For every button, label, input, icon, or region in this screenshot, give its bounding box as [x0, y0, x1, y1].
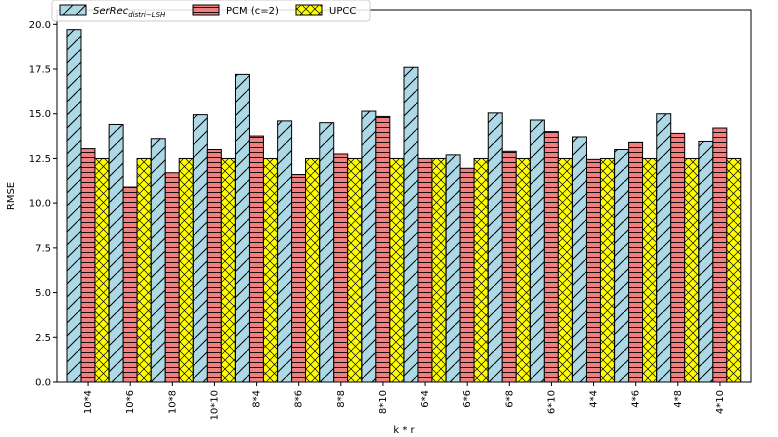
bar-s2-c2: [178, 157, 194, 383]
bar-s2-c8: [431, 157, 447, 383]
y-tick-label: 20.0: [29, 20, 51, 31]
x-tick-label: 6*10: [546, 390, 557, 414]
x-tick-label: 6*6: [462, 390, 473, 408]
bar-s0-c3: [192, 114, 208, 383]
x-tick-label: 8*6: [294, 390, 305, 408]
bar-s0-c9: [445, 154, 461, 383]
y-axis-label: RMSE: [6, 182, 17, 210]
legend-entry: PCM (c=2): [192, 4, 279, 17]
bar-s0-c4: [235, 73, 250, 383]
y-tick-label: 17.5: [29, 65, 51, 76]
x-tick-label: 4*10: [715, 390, 726, 414]
x-tick-label: 8*4: [252, 390, 263, 408]
bar-s2-c7: [389, 157, 405, 383]
bar-s2-c11: [557, 157, 573, 383]
bar-s1-c13: [628, 141, 644, 383]
bar-s1-c11: [543, 131, 559, 383]
plot-frame: [56, 9, 752, 383]
bar-s0-c0: [66, 29, 82, 383]
x-tick-label: 4*4: [589, 390, 600, 408]
legend-entry: UPCC: [295, 4, 356, 17]
bar-s0-c1: [108, 123, 124, 383]
bar-s1-c1: [122, 186, 138, 383]
x-tick-label: 10*10: [209, 390, 220, 420]
bar-s1-c7: [375, 115, 391, 383]
bar-s1-c4: [248, 135, 264, 383]
bar-s1-c6: [333, 153, 349, 383]
bar-s1-c3: [206, 149, 222, 383]
x-tick-label: 4*6: [631, 390, 642, 408]
bar-s2-c15: [726, 157, 742, 383]
bar-s1-c0: [80, 148, 96, 383]
bar-s2-c4: [262, 157, 278, 383]
bar-s2-c1: [136, 157, 152, 383]
bars-group: [66, 29, 742, 383]
x-axis: 10*4 10*6 10*8 10*10 8*4 8*6 8*8 8*10 6*4 6*6 6*8 6…: [83, 382, 726, 420]
bar-s2-c3: [220, 157, 236, 383]
bar-s0-c12: [572, 136, 587, 383]
bar-s2-c6: [347, 157, 363, 383]
y-tick-label: 15.0: [29, 109, 51, 120]
bar-s1-c8: [417, 157, 433, 383]
bar-s1-c2: [164, 172, 180, 383]
bar-s0-c11: [529, 119, 545, 383]
bar-s2-c10: [515, 157, 531, 383]
bar-s0-c2: [150, 138, 166, 383]
bar-s0-c6: [319, 122, 335, 383]
legend-entry: SerRecdistri−LSH: [59, 4, 166, 19]
bar-s0-c14: [656, 113, 672, 383]
bar-s1-c14: [670, 132, 686, 383]
y-tick-label: 2.5: [35, 333, 51, 344]
y-tick-label: 10.0: [29, 199, 51, 210]
bar-s0-c7: [361, 110, 377, 383]
x-tick-label: 6*8: [504, 390, 515, 408]
bar-s1-c15: [712, 127, 728, 383]
bar-s1-c5: [291, 174, 307, 383]
bar-s2-c5: [305, 157, 321, 383]
x-axis-label: k * r: [393, 425, 415, 436]
y-tick-label: 7.5: [35, 243, 51, 254]
y-tick-label: 0.0: [35, 378, 51, 389]
bar-s0-c15: [698, 140, 714, 383]
x-tick-label: 4*8: [673, 390, 684, 408]
legend-label: UPCC: [329, 6, 356, 17]
bar-s2-c14: [684, 157, 700, 383]
x-tick-label: 8*8: [336, 390, 347, 408]
bar-s2-c12: [599, 157, 615, 383]
bar-s1-c12: [585, 158, 601, 383]
bar-s2-c0: [94, 157, 110, 383]
bar-s2-c9: [473, 157, 489, 383]
bar-s2-c13: [642, 157, 658, 383]
x-tick-label: 10*8: [167, 390, 178, 414]
bar-s0-c13: [614, 149, 630, 383]
x-tick-label: 8*10: [378, 390, 389, 414]
bar-s0-c10: [487, 112, 503, 383]
legend-label: PCM (c=2): [226, 6, 279, 17]
bar-s1-c10: [501, 150, 517, 383]
y-axis: 0.0 2.5 5.0 7.5 10.0 12.5 15.0 17.5 20.0: [29, 20, 57, 389]
bar-s1-c9: [459, 167, 475, 383]
y-tick-label: 5.0: [35, 288, 51, 299]
y-tick-label: 12.5: [29, 154, 51, 165]
bar-s0-c5: [277, 120, 293, 383]
bar-s0-c8: [403, 66, 419, 383]
legend-label: SerRecdistri−LSH: [93, 6, 166, 19]
x-tick-label: 10*4: [83, 390, 94, 414]
x-tick-label: 10*6: [125, 390, 136, 414]
x-tick-label: 6*4: [420, 390, 431, 408]
legend: SerRecdistri−LSH PCM (c=2) UPCC: [51, 0, 371, 22]
